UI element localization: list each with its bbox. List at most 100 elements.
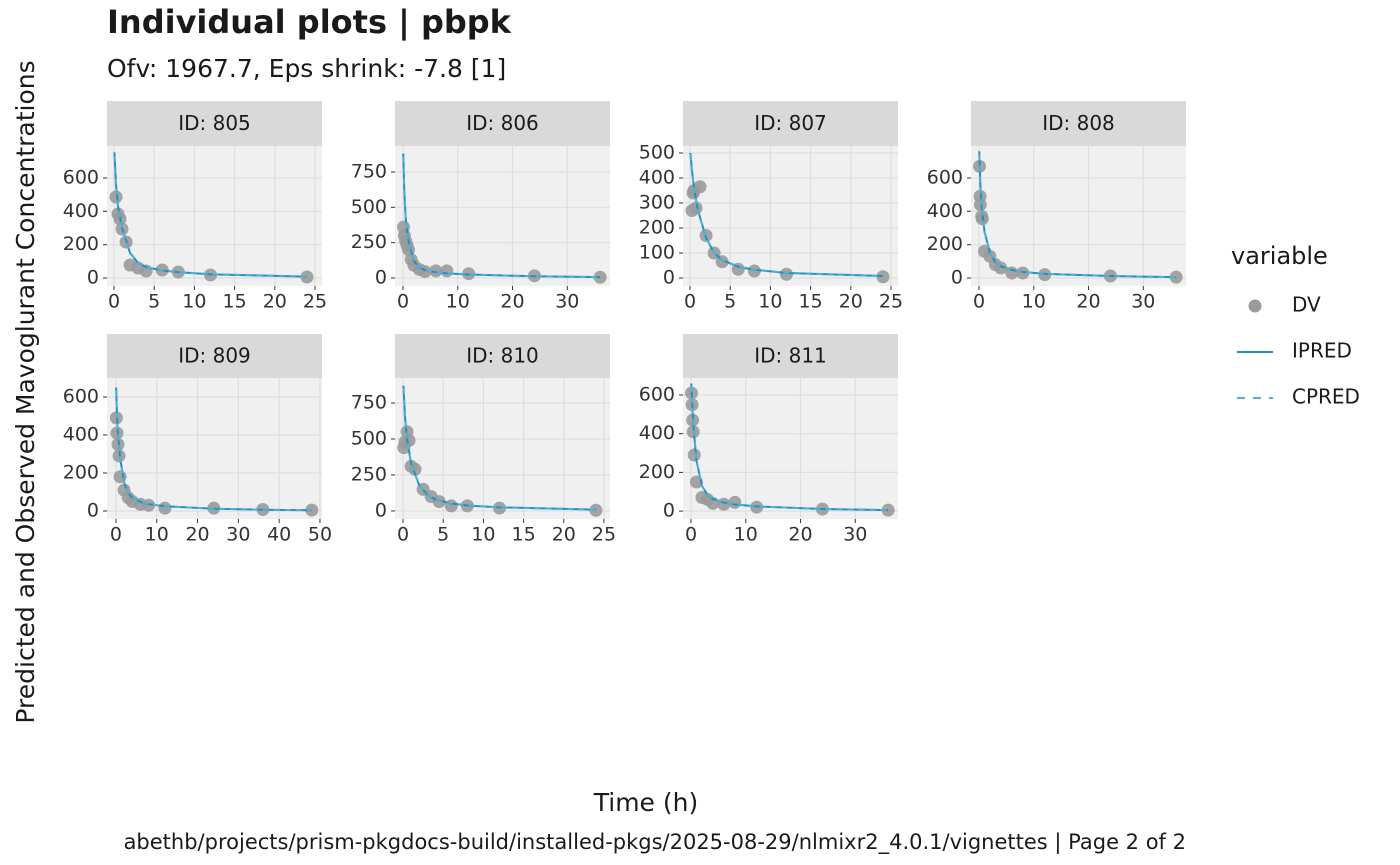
- x-tick-label: 0: [397, 291, 409, 313]
- x-tick-label: 10: [734, 524, 758, 546]
- panel-background: [683, 146, 898, 286]
- dv-point: [109, 190, 123, 204]
- x-tick-label: 10: [446, 291, 470, 313]
- y-tick-label: 600: [639, 384, 675, 406]
- dv-point: [432, 495, 446, 509]
- y-tick-label: 250: [351, 463, 387, 485]
- y-tick-label: 0: [663, 500, 675, 522]
- legend-key: [1248, 299, 1262, 313]
- x-tick-label: 5: [437, 524, 449, 546]
- dv-point: [158, 501, 172, 515]
- x-tick-label: 10: [182, 291, 206, 313]
- x-tick-label: 15: [799, 291, 823, 313]
- y-tick-label: 500: [351, 196, 387, 218]
- x-tick-label: 0: [110, 524, 122, 546]
- panel-marks: [109, 387, 319, 517]
- dv-point: [300, 270, 314, 284]
- x-tick-label: 20: [552, 524, 576, 546]
- dv-point: [715, 255, 729, 269]
- x-tick-label: 50: [308, 524, 332, 546]
- dv-point: [589, 503, 603, 517]
- panel-background: [395, 146, 610, 286]
- y-tick-label: 0: [375, 499, 387, 521]
- x-tick-label: 0: [397, 524, 409, 546]
- panel-marks: [397, 153, 607, 284]
- y-tick-label: 500: [639, 142, 675, 164]
- cpred-line: [402, 388, 596, 511]
- y-tick-label: 200: [63, 462, 99, 484]
- cpred-line: [115, 390, 312, 512]
- x-tick-label: 30: [226, 524, 250, 546]
- x-tick-label: 20: [839, 291, 863, 313]
- cpred-line: [402, 156, 601, 279]
- legend-label: DV: [1292, 293, 1321, 317]
- dv-point: [693, 180, 707, 194]
- x-tick-label: 0: [684, 291, 696, 313]
- dv-point: [881, 503, 895, 517]
- panel-marks: [397, 385, 603, 517]
- y-tick-label: 200: [639, 217, 675, 239]
- x-axis-label: Time (h): [593, 788, 698, 817]
- strip: [107, 334, 322, 378]
- y-tick-label: 600: [63, 167, 99, 189]
- panel-background: [971, 146, 1186, 286]
- x-tick-label: 0: [973, 291, 985, 313]
- x-tick-label: 10: [145, 524, 169, 546]
- x-tick-label: 25: [879, 291, 903, 313]
- y-tick-label: 600: [927, 167, 963, 189]
- strip-label: ID: 807: [754, 111, 827, 135]
- legend-label: CPRED: [1292, 385, 1360, 409]
- panel-background: [107, 378, 322, 519]
- y-tick-label: 0: [375, 266, 387, 288]
- strip: [107, 101, 322, 146]
- x-tick-label: 15: [512, 524, 536, 546]
- x-tick-label: 0: [108, 291, 120, 313]
- x-tick-label: 20: [788, 524, 812, 546]
- dv-point: [876, 270, 890, 284]
- x-tick-label: 25: [303, 291, 327, 313]
- cpred-line: [113, 156, 307, 278]
- y-tick-label: 400: [639, 167, 675, 189]
- x-tick-label: 20: [500, 291, 524, 313]
- strip-label: ID: 810: [466, 344, 539, 368]
- panel-background: [107, 146, 322, 286]
- y-tick-label: 400: [927, 200, 963, 222]
- x-tick-label: 30: [1131, 291, 1155, 313]
- y-tick-label: 0: [951, 267, 963, 289]
- x-tick-label: 20: [185, 524, 209, 546]
- y-tick-label: 750: [351, 392, 387, 414]
- y-tick-label: 600: [63, 386, 99, 408]
- dv-point: [728, 495, 742, 509]
- y-tick-label: 0: [87, 267, 99, 289]
- y-tick-label: 250: [351, 231, 387, 253]
- panel-marks: [109, 152, 314, 284]
- x-tick-label: 0: [685, 524, 697, 546]
- y-tick-label: 750: [351, 160, 387, 182]
- y-tick-label: 200: [63, 233, 99, 255]
- strip-label: ID: 806: [466, 111, 539, 135]
- y-axis-label: Predicted and Observed Mavoglurant Conce…: [11, 60, 40, 723]
- x-tick-label: 30: [843, 524, 867, 546]
- dv-point: [747, 264, 761, 278]
- x-tick-label: 30: [555, 291, 579, 313]
- x-tick-label: 15: [223, 291, 247, 313]
- y-tick-label: 100: [639, 242, 675, 264]
- x-tick-label: 5: [148, 291, 160, 313]
- y-tick-label: 200: [639, 461, 675, 483]
- dv-point: [973, 198, 987, 212]
- y-tick-label: 0: [87, 500, 99, 522]
- cpred-line: [689, 154, 883, 277]
- panel-background: [683, 378, 898, 519]
- y-tick-label: 200: [927, 233, 963, 255]
- x-tick-label: 40: [267, 524, 291, 546]
- panel-marks: [685, 152, 890, 284]
- strip-label: ID: 811: [754, 344, 827, 368]
- chart-title: Individual plots | pbpk: [107, 3, 512, 42]
- dv-point: [429, 264, 443, 278]
- strip-label: ID: 809: [178, 344, 251, 368]
- legend-title: variable: [1231, 242, 1328, 270]
- strip: [971, 101, 1186, 146]
- cpred-line: [978, 154, 1177, 279]
- strip: [395, 334, 610, 378]
- y-tick-label: 400: [639, 422, 675, 444]
